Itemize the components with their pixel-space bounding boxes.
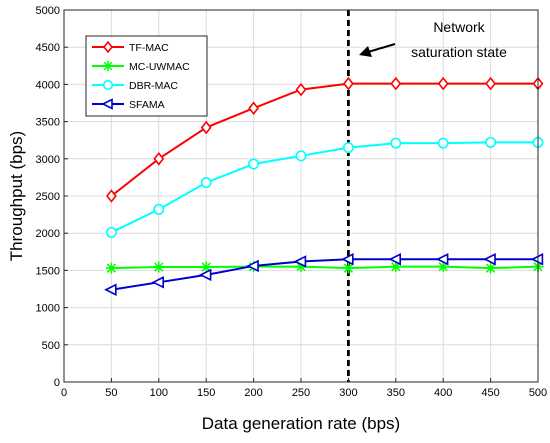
data-point-dbr-mac bbox=[105, 226, 117, 238]
x-tick-label: 500 bbox=[529, 387, 547, 399]
data-point-sfama bbox=[388, 252, 402, 266]
x-axis-title: Data generation rate (bps) bbox=[202, 414, 400, 433]
x-tick-label: 200 bbox=[244, 387, 262, 399]
data-point-mc-uwmac bbox=[153, 261, 165, 273]
x-tick-label: 0 bbox=[61, 387, 67, 399]
annotation-line-1: Network bbox=[433, 19, 485, 35]
data-point-tf-mac bbox=[342, 76, 354, 91]
legend-marker-sfama bbox=[101, 98, 113, 110]
series-line-tf-mac bbox=[110, 82, 538, 197]
y-tick-label: 2000 bbox=[36, 228, 60, 240]
saturation-marker: Network saturation state bbox=[346, 10, 507, 382]
data-point-sfama bbox=[151, 276, 164, 289]
x-tick-label: 250 bbox=[292, 387, 310, 399]
data-point-tf-mac bbox=[105, 189, 117, 203]
annotation-arrow-head bbox=[359, 46, 372, 57]
data-point-mc-uwmac bbox=[485, 262, 497, 274]
data-point-mc-uwmac bbox=[342, 262, 354, 274]
x-tick-label: 450 bbox=[481, 387, 499, 399]
y-tick-label: 5000 bbox=[36, 5, 60, 17]
series-line-sfama bbox=[111, 258, 538, 291]
axis-ticks: 0 50 100 150 200 250 300 350 400 450 5000500100015… bbox=[36, 5, 548, 399]
x-tick-label: 150 bbox=[197, 387, 215, 399]
annotation-arrow-shaft bbox=[367, 43, 396, 53]
legend-marker-tf-mac bbox=[102, 40, 114, 54]
y-tick-label: 4500 bbox=[36, 42, 60, 54]
y-tick-label: 4000 bbox=[36, 79, 60, 91]
series-dbr-mac bbox=[105, 136, 544, 238]
data-point-mc-uwmac bbox=[390, 261, 402, 273]
data-point-mc-uwmac bbox=[437, 261, 449, 273]
y-axis-title: Throughput (bps) bbox=[7, 131, 26, 261]
y-tick-label: 500 bbox=[42, 340, 60, 352]
legend-marker-dbr-mac bbox=[102, 79, 114, 91]
y-tick-label: 3000 bbox=[36, 154, 60, 166]
series-sfama bbox=[104, 252, 544, 296]
legend-label-tf-mac: TF-MAC bbox=[129, 42, 169, 54]
data-point-sfama bbox=[530, 252, 544, 266]
series-group bbox=[104, 76, 544, 296]
data-point-mc-uwmac bbox=[105, 262, 117, 274]
data-point-dbr-mac bbox=[342, 142, 354, 154]
data-point-sfama bbox=[435, 252, 449, 266]
data-point-tf-mac bbox=[437, 76, 449, 91]
data-point-tf-mac bbox=[200, 120, 212, 135]
y-tick-label: 3500 bbox=[36, 117, 60, 129]
data-point-dbr-mac bbox=[295, 150, 307, 162]
data-point-sfama bbox=[341, 252, 354, 266]
data-point-tf-mac bbox=[153, 152, 165, 166]
annotation-line-2: saturation state bbox=[411, 44, 507, 60]
x-tick-label: 50 bbox=[105, 387, 117, 399]
data-point-mc-uwmac bbox=[295, 261, 307, 273]
legend-label-sfama: SFAMA bbox=[129, 99, 165, 111]
series-tf-mac bbox=[105, 76, 544, 203]
data-point-tf-mac bbox=[390, 76, 402, 91]
data-point-tf-mac bbox=[248, 101, 260, 115]
data-point-sfama bbox=[246, 259, 259, 273]
data-point-dbr-mac bbox=[153, 203, 165, 215]
series-line-dbr-mac bbox=[110, 141, 538, 234]
data-point-mc-uwmac bbox=[200, 261, 212, 273]
data-point-dbr-mac bbox=[485, 136, 497, 148]
x-tick-label: 350 bbox=[387, 387, 405, 399]
data-point-tf-mac bbox=[295, 82, 307, 97]
data-point-dbr-mac bbox=[437, 137, 449, 149]
legend-label-dbr-mac: DBR-MAC bbox=[129, 80, 178, 92]
data-point-dbr-mac bbox=[390, 137, 402, 149]
y-tick-label: 1500 bbox=[36, 265, 60, 277]
data-point-dbr-mac bbox=[200, 177, 212, 189]
x-tick-label: 100 bbox=[150, 387, 168, 399]
series-line-mc-uwmac bbox=[111, 265, 539, 270]
data-point-sfama bbox=[104, 283, 117, 296]
y-tick-label: 2500 bbox=[36, 191, 60, 203]
legend-label-mc-uwmac: MC-UWMAC bbox=[129, 61, 190, 73]
data-point-sfama bbox=[293, 255, 307, 268]
data-point-sfama bbox=[483, 252, 496, 266]
legend-marker-mc-uwmac bbox=[103, 61, 113, 71]
x-tick-label: 400 bbox=[434, 387, 452, 399]
data-point-tf-mac bbox=[485, 76, 497, 91]
data-point-sfama bbox=[198, 268, 212, 282]
x-tick-label: 300 bbox=[339, 387, 357, 399]
y-tick-label: 0 bbox=[54, 377, 60, 389]
data-point-dbr-mac bbox=[248, 158, 260, 170]
legend: TF-MAC MC-UWMAC DBR-MAC SFAMA bbox=[85, 35, 208, 117]
y-tick-label: 1000 bbox=[36, 303, 60, 315]
